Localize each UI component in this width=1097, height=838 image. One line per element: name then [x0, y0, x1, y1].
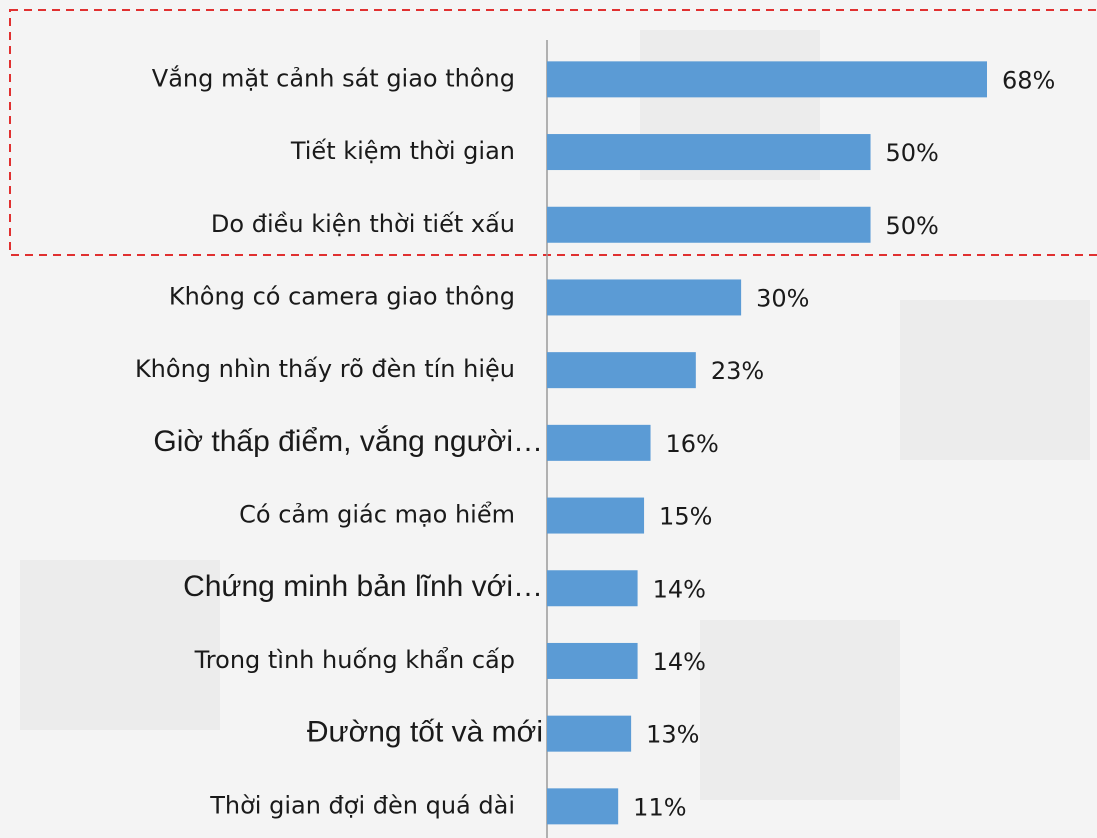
bar	[547, 352, 696, 389]
highlight-box	[9, 9, 1097, 256]
category-label: Do điều kiện thời tiết xấu	[211, 210, 515, 238]
category-label: Không có camera giao thông	[169, 282, 515, 310]
bar	[547, 134, 871, 171]
value-label: 14%	[653, 575, 706, 603]
bar	[547, 788, 619, 825]
value-label: 50%	[886, 139, 939, 167]
bar	[547, 497, 645, 534]
category-label: Đường tốt và mới	[307, 716, 543, 749]
category-label: Tiết kiệm thời gian	[290, 137, 515, 165]
bar	[547, 642, 638, 679]
value-label: 11%	[633, 793, 686, 821]
bar	[547, 715, 632, 752]
category-label: Có cảm giác mạo hiểm	[239, 501, 515, 529]
bar	[547, 570, 638, 607]
category-label: Thời gian đợi đèn quá dài	[209, 791, 515, 819]
category-label: Không nhìn thấy rõ đèn tín hiệu	[135, 355, 515, 383]
category-label: Vắng mặt cảnh sát giao thông	[152, 63, 515, 92]
value-label: 30%	[756, 284, 809, 312]
value-label: 16%	[666, 430, 719, 458]
value-label: 23%	[711, 357, 764, 385]
bar	[547, 206, 871, 243]
bar	[547, 279, 742, 316]
value-label: 15%	[659, 503, 712, 531]
value-label: 68%	[1002, 66, 1055, 94]
value-label: 13%	[646, 721, 699, 749]
value-label: 14%	[653, 648, 706, 676]
category-label: Chứng minh bản lĩnh với…	[183, 570, 543, 603]
bar	[547, 61, 987, 98]
value-label: 50%	[886, 212, 939, 240]
category-label: Trong tình huống khẩn cấp	[194, 646, 515, 674]
category-label: Giờ thấp điểm, vắng người…	[153, 425, 543, 458]
bar	[547, 424, 651, 461]
